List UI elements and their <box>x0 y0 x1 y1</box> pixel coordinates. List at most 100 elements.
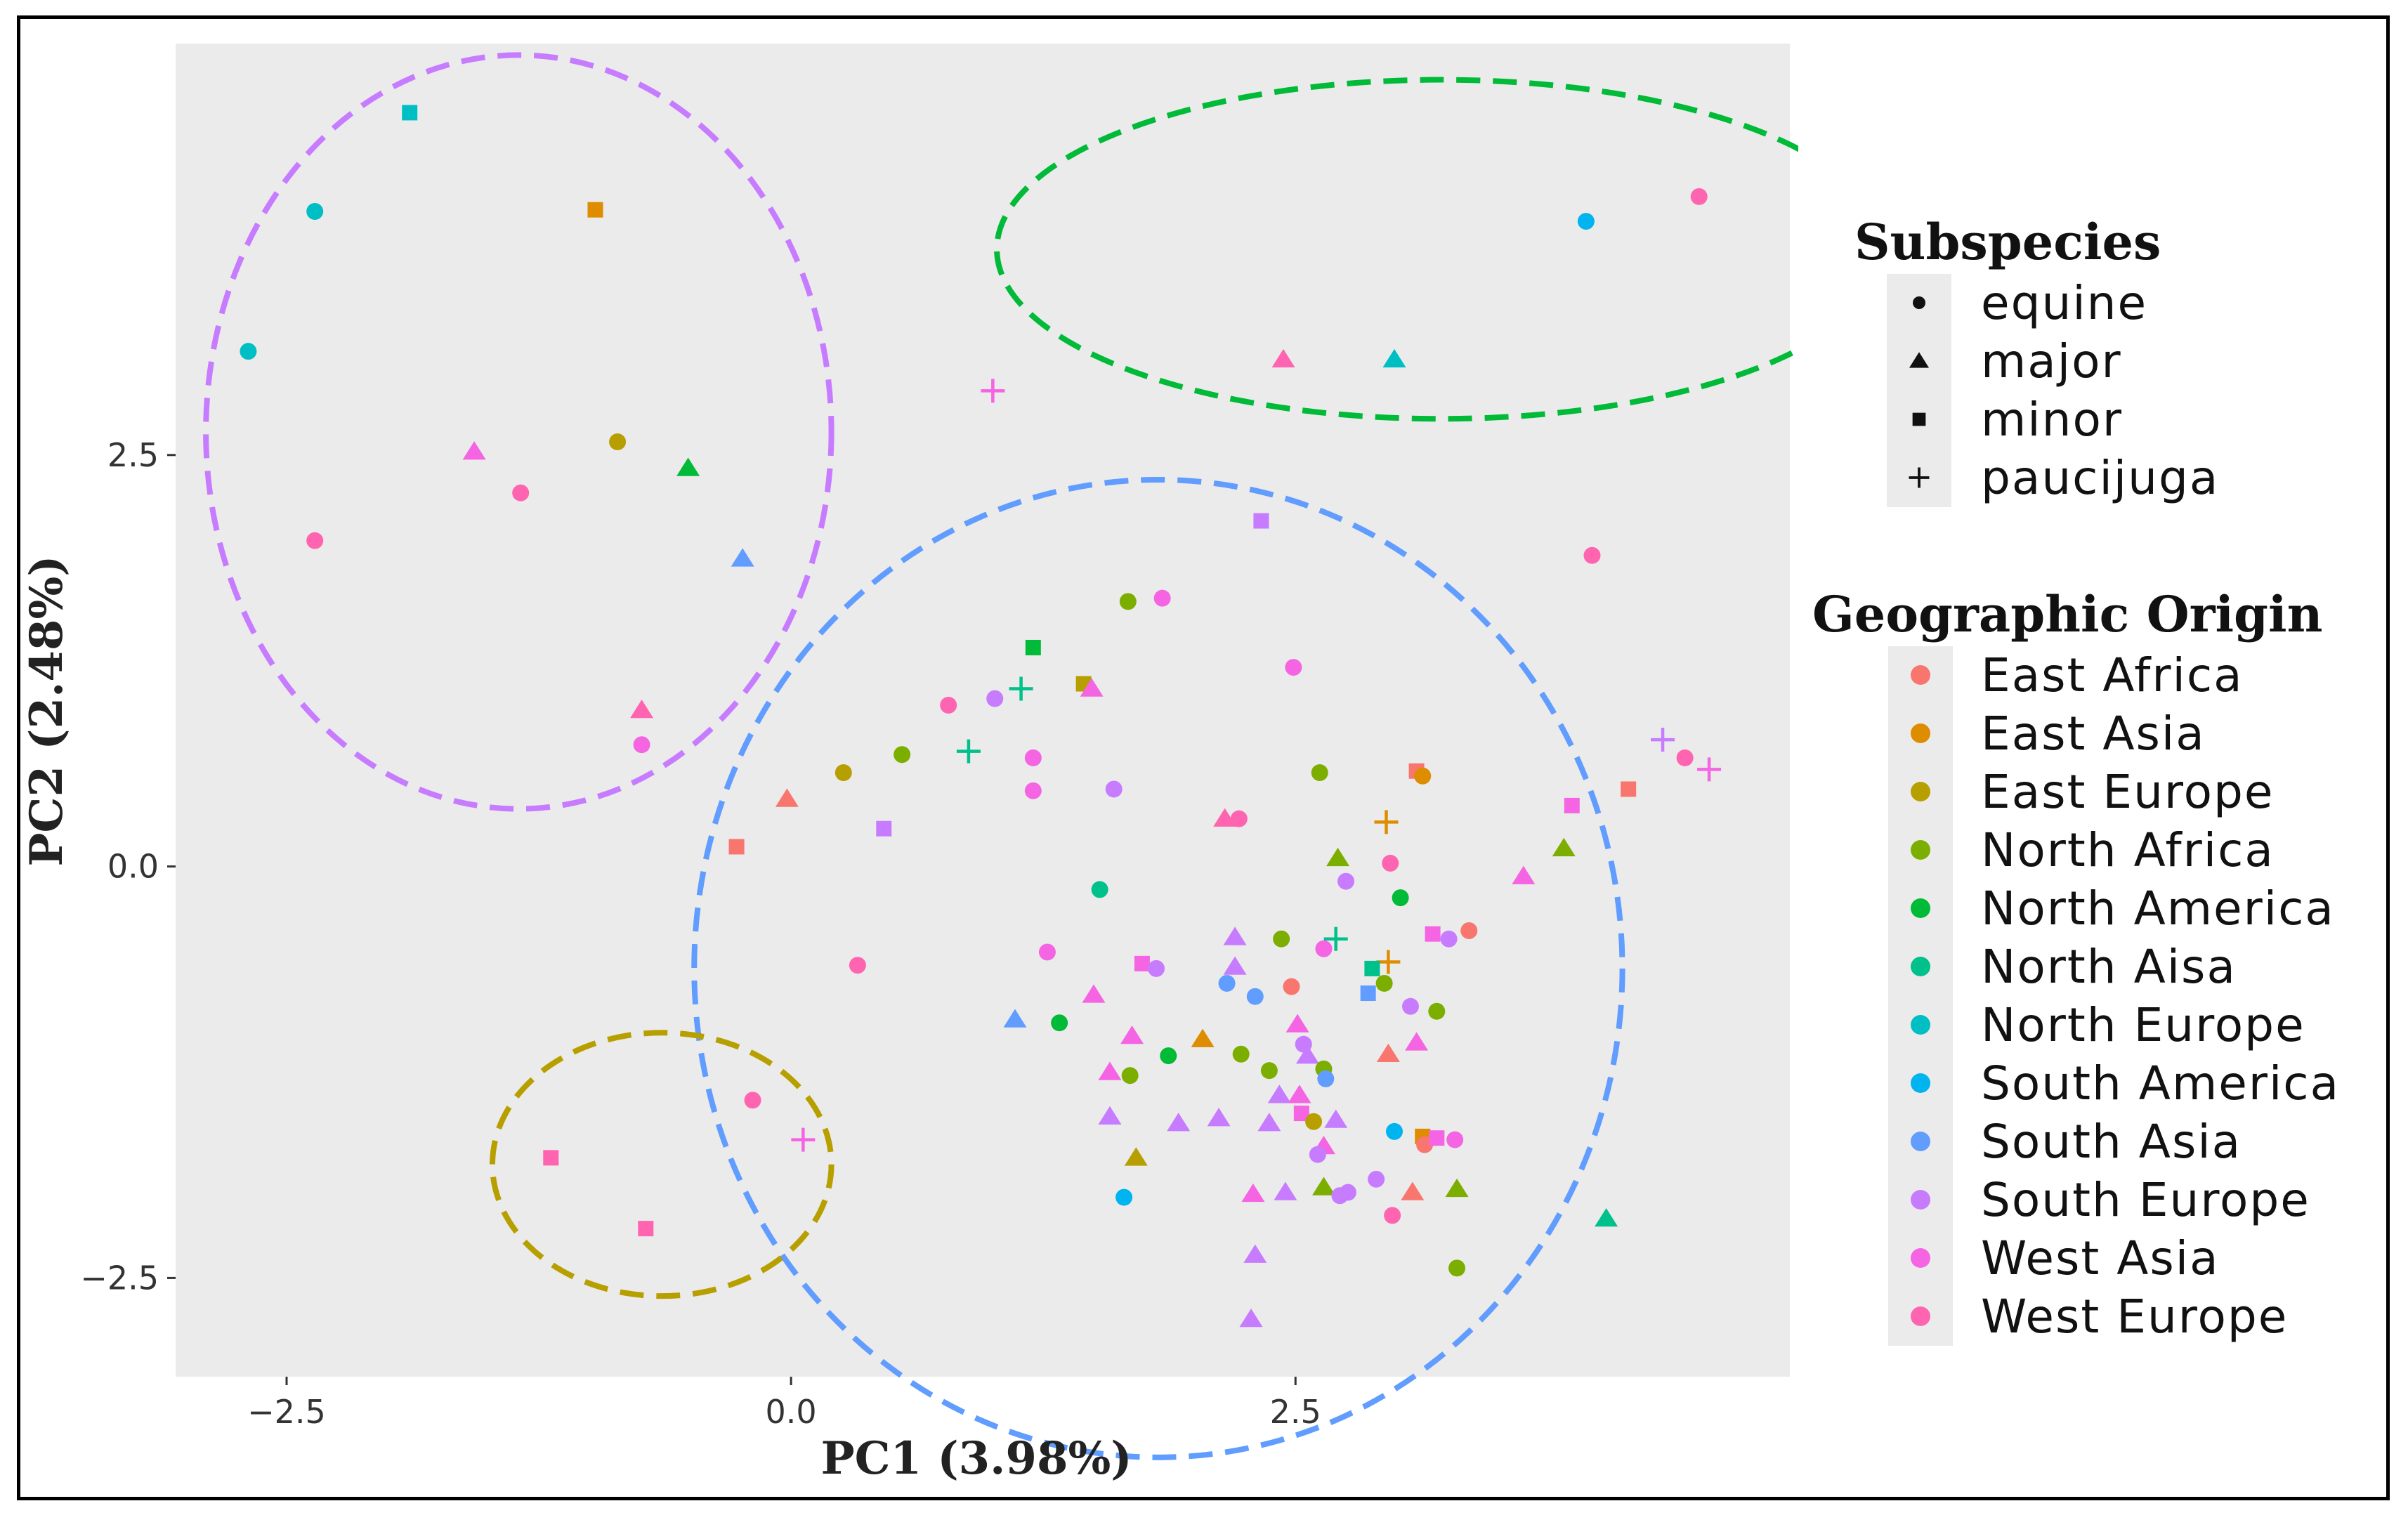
point-circle <box>1283 978 1300 995</box>
point-circle <box>1285 659 1302 676</box>
point-circle <box>1160 1047 1177 1065</box>
point-circle <box>1311 764 1328 782</box>
point-circle <box>849 957 866 974</box>
point-triangle <box>1243 1244 1267 1263</box>
point-triangle <box>731 548 754 567</box>
point-circle <box>835 764 852 782</box>
legend-key <box>1888 1288 1953 1346</box>
legend-label: East Europe <box>1981 765 2275 819</box>
ellipse-green-cluster <box>994 77 1798 422</box>
color-swatch <box>1911 898 1930 918</box>
legend-key <box>1888 763 1953 821</box>
point-circle <box>1246 988 1264 1005</box>
point-circle <box>1448 1259 1466 1277</box>
point-circle <box>1690 188 1708 205</box>
point-triangle <box>462 441 486 460</box>
point-triangle <box>1285 1014 1309 1033</box>
legend-origin-item: East Asia <box>1812 705 2388 763</box>
point-square <box>1621 781 1637 797</box>
point-plus <box>1376 950 1401 974</box>
ellipse-purple-cluster <box>203 52 835 812</box>
point-triangle <box>1167 1113 1191 1132</box>
ellipse-olive-cluster <box>489 1030 835 1299</box>
point-triangle <box>1241 1183 1265 1203</box>
legend-label: West Asia <box>1981 1231 2220 1285</box>
point-circle <box>1401 997 1419 1015</box>
plot-panel <box>176 44 1790 1377</box>
point-square <box>543 1150 559 1166</box>
point-plus <box>1697 757 1722 782</box>
point-triangle <box>1003 1009 1027 1028</box>
point-circle <box>1115 1188 1133 1206</box>
point-circle <box>609 433 627 451</box>
legend-subspecies-item: paucijuga <box>1854 449 2402 507</box>
point-triangle <box>1257 1113 1281 1132</box>
point-circle <box>1382 854 1399 872</box>
point-square <box>638 1221 654 1237</box>
point-plus <box>1009 676 1033 701</box>
legend-key <box>1888 938 1953 996</box>
point-circle <box>1105 780 1123 798</box>
legend-origin-item: South Europe <box>1812 1171 2388 1229</box>
legend-origin-item: South Asia <box>1812 1113 2388 1171</box>
point-circle <box>1577 213 1595 230</box>
point-circle <box>1368 1170 1385 1188</box>
point-circle <box>1305 1113 1323 1130</box>
legend-key <box>1887 274 1951 332</box>
point-square <box>1025 639 1041 655</box>
point-triangle <box>1445 1178 1469 1198</box>
legend-label: East Africa <box>1981 648 2244 702</box>
legend-label: major <box>1981 334 2122 388</box>
point-circle <box>1416 1136 1434 1153</box>
legend-origin-item: North America <box>1812 879 2388 938</box>
point-triangle <box>1267 1085 1291 1103</box>
color-swatch <box>1911 1015 1930 1035</box>
legend-symbol-plus <box>1909 467 1930 488</box>
legend-origin-item: West Asia <box>1812 1229 2388 1288</box>
point-circle <box>986 690 1004 707</box>
point-circle <box>1337 872 1355 890</box>
axes: −2.5 0.0 2.5 2.5 0.0 −2.5 <box>80 436 1321 1431</box>
point-circle <box>744 1092 761 1109</box>
point-triangle <box>1207 1108 1231 1127</box>
point-triangle <box>1191 1028 1215 1047</box>
point-circle <box>1440 930 1458 948</box>
legend-label: South Asia <box>1981 1115 2242 1169</box>
point-circle <box>940 696 957 714</box>
y-tick-label: 0.0 <box>107 848 159 886</box>
legend-origin-item: North Aisa <box>1812 938 2388 996</box>
point-circle <box>1119 593 1137 610</box>
legend-origin-item: East Europe <box>1812 763 2388 821</box>
figure-frame <box>17 15 2390 1500</box>
legend-label: North America <box>1981 882 2335 936</box>
point-circle <box>1392 889 1409 907</box>
legend-symbol-triangle <box>1909 352 1930 368</box>
legend-origin-item: South America <box>1812 1054 2388 1113</box>
point-circle <box>894 746 911 764</box>
point-plus <box>981 379 1005 403</box>
point-circle <box>1153 589 1171 607</box>
legend-label: North Europe <box>1981 998 2305 1052</box>
point-plus <box>956 739 981 764</box>
point-circle <box>1232 1045 1250 1063</box>
legend-subspecies-item: major <box>1854 332 2402 391</box>
point-triangle <box>1382 348 1406 368</box>
cluster-ellipses <box>203 52 1798 1460</box>
y-tick-label: 2.5 <box>107 436 159 474</box>
point-square <box>1425 926 1441 942</box>
legend-origin-rows: East Africa East Asia East Europe North Afr… <box>1812 646 2388 1346</box>
point-triangle <box>1274 1181 1297 1200</box>
point-square <box>1293 1106 1309 1122</box>
legend-key <box>1888 646 1953 705</box>
legend-key <box>1888 879 1953 938</box>
color-swatch <box>1911 1306 1930 1326</box>
point-triangle <box>676 457 700 476</box>
legend-key <box>1887 332 1951 391</box>
legend-subspecies-item: equine <box>1854 274 2402 332</box>
point-circle <box>1317 1070 1335 1087</box>
legend-subspecies-title: Subspecies <box>1854 213 2161 271</box>
point-triangle <box>1552 837 1576 857</box>
point-circle <box>1315 940 1333 957</box>
point-plus <box>791 1127 816 1152</box>
legend-label: North Aisa <box>1981 940 2237 994</box>
